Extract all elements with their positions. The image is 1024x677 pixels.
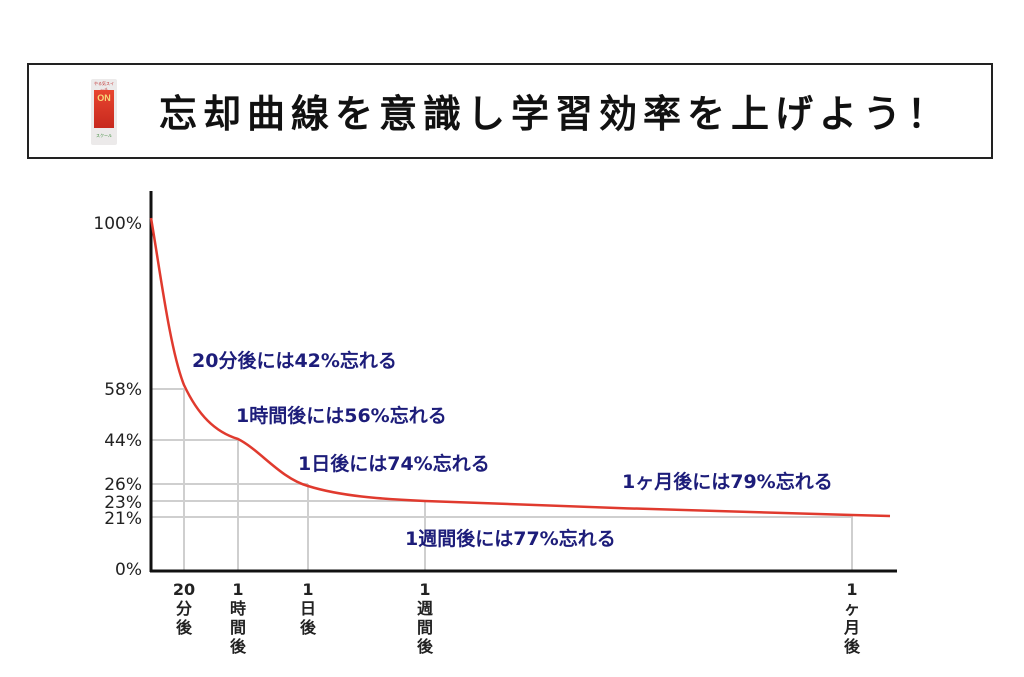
yaruki-switch-logo-icon: やる気スイッチ ON スクール: [91, 79, 117, 145]
x-tick-char: 後: [229, 637, 246, 656]
x-tick-char: ヶ: [843, 599, 860, 618]
x-tick-char: 間: [416, 618, 433, 637]
y-tick-21: 21%: [104, 509, 142, 529]
x-tick-1month: 1 ヶ 月 後: [837, 580, 867, 656]
logo-top-text: やる気スイッチ: [94, 81, 114, 92]
y-tick-23: 23%: [104, 493, 142, 513]
annotation-20min: 20分後には42%忘れる: [192, 350, 397, 372]
grid-lines: [151, 388, 853, 571]
x-tick-num: 1: [846, 580, 858, 599]
x-tick-1week: 1 週 間 後: [410, 580, 440, 656]
y-tick-0: 0%: [115, 560, 142, 580]
x-tick-num: 20: [172, 580, 196, 599]
retention-curve: [149, 217, 891, 518]
logo-on-text: ON: [97, 93, 111, 103]
x-tick-char: 月: [843, 618, 860, 637]
x-tick-1day: 1 日 後: [293, 580, 323, 637]
annotation-1hour: 1時間後には56%忘れる: [236, 405, 447, 427]
annotation-1day: 1日後には74%忘れる: [298, 453, 490, 475]
x-tick-char: 後: [843, 637, 860, 656]
y-tick-58: 58%: [104, 380, 142, 400]
y-tick-26: 26%: [104, 475, 142, 495]
annotation-1week: 1週間後には77%忘れる: [405, 528, 616, 550]
y-tick-44: 44%: [104, 431, 142, 451]
logo-switch: ON: [94, 90, 114, 128]
x-tick-1hour: 1 時 間 後: [223, 580, 253, 656]
page-title: 忘却曲線を意識し学習効率を上げよう！: [159, 92, 952, 136]
x-tick-num: 1: [302, 580, 314, 599]
x-tick-char: 分: [175, 599, 192, 618]
x-tick-char: 週: [416, 599, 433, 618]
x-tick-num: 1: [232, 580, 244, 599]
x-tick-char: 後: [175, 618, 192, 637]
x-tick-char: 間: [229, 618, 246, 637]
logo-bottom-text: スクール: [96, 133, 112, 138]
x-tick-char: 日: [299, 599, 316, 618]
x-tick-char: 時: [229, 599, 246, 618]
x-tick-char: 後: [299, 618, 316, 637]
x-tick-20min: 20 分 後: [169, 580, 199, 637]
title-banner: やる気スイッチ ON スクール 忘却曲線を意識し学習効率を上げよう！: [27, 63, 993, 159]
y-tick-100: 100%: [93, 214, 142, 234]
annotation-1month: 1ヶ月後には79%忘れる: [622, 471, 833, 493]
x-tick-num: 1: [419, 580, 431, 599]
x-tick-char: 後: [416, 637, 433, 656]
